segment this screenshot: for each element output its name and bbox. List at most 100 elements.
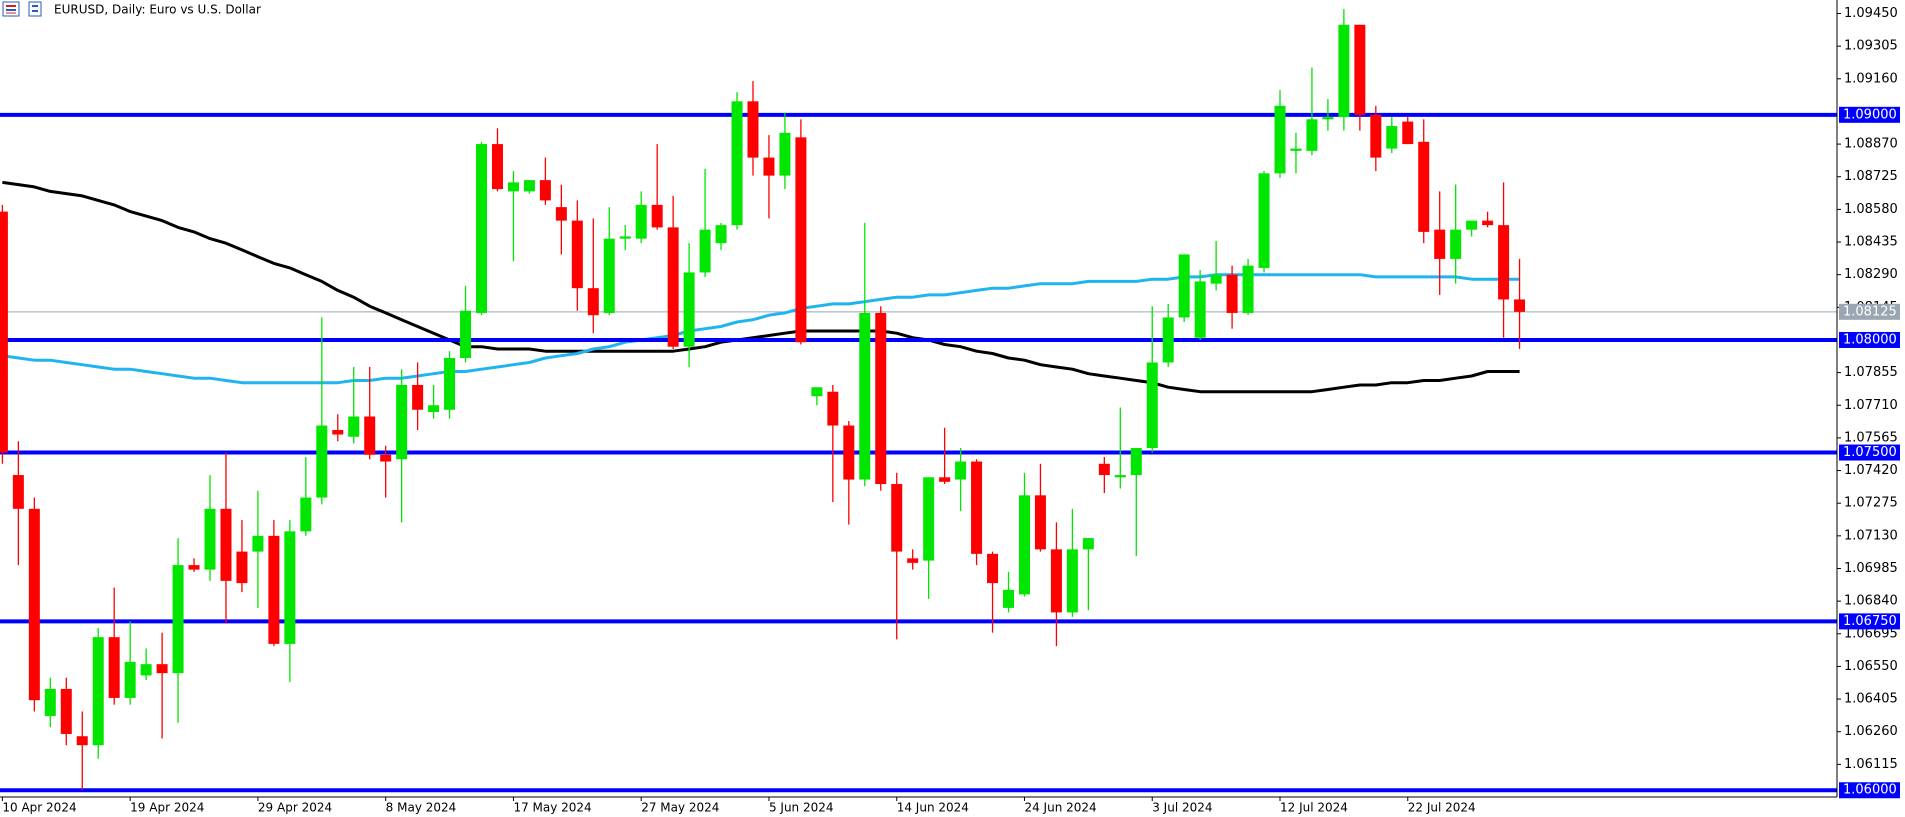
level-price-box (1839, 613, 1900, 630)
candle-body (412, 384, 424, 410)
candle-body (332, 430, 344, 435)
y-tick-label: 1.09160 (1844, 71, 1898, 86)
candle-body (859, 312, 871, 480)
candle-body (827, 391, 839, 426)
chart-title: EURUSD, Daily: Euro vs U.S. Dollar (54, 3, 261, 17)
candle-body (747, 101, 759, 158)
candle-body (1242, 265, 1254, 313)
level-price-box (1839, 106, 1900, 123)
candle-body (0, 211, 8, 453)
candle-body (1482, 220, 1494, 226)
level-price-label: 1.07500 (1843, 445, 1897, 460)
candle-body (1322, 117, 1334, 120)
candle-body (1514, 299, 1526, 312)
x-tick-label: 3 Jul 2024 (1152, 801, 1212, 815)
x-tick-label: 24 Jun 2024 (1024, 801, 1096, 815)
level-price-label: 1.08000 (1843, 332, 1897, 347)
moving-average (2, 180, 1520, 394)
candle-body (348, 416, 360, 437)
title-icon (2, 1, 42, 17)
candle-body (507, 182, 519, 192)
y-tick-label: 1.07710 (1844, 398, 1898, 413)
candle-body (1418, 141, 1430, 232)
candle-body (1034, 495, 1046, 550)
x-tick-label: 10 Apr 2024 (2, 801, 76, 815)
candle-body (108, 637, 120, 698)
candle-body (268, 535, 280, 644)
x-tick-label: 27 May 2024 (641, 801, 719, 815)
x-tick-label: 8 May 2024 (386, 801, 457, 815)
candle-body (28, 508, 40, 701)
candle-body (619, 236, 631, 239)
candle-body (1290, 148, 1302, 151)
candle-body (603, 238, 615, 313)
candle-body (923, 477, 935, 561)
candle-body (1194, 281, 1206, 338)
candle-body (60, 688, 72, 734)
candle-body (284, 531, 296, 644)
candle-body (1274, 105, 1286, 174)
candle-body (1354, 24, 1366, 115)
candle-body (1130, 448, 1142, 476)
candle-body (12, 475, 24, 509)
level-price-box (1839, 782, 1900, 799)
y-tick-label: 1.06115 (1844, 757, 1898, 772)
x-tick-label: 22 Jul 2024 (1408, 801, 1476, 815)
candle-body (1114, 475, 1126, 478)
y-tick-label: 1.08870 (1844, 137, 1898, 152)
x-tick-label: 17 May 2024 (513, 801, 591, 815)
candle-body (44, 688, 56, 716)
plot-area (0, 9, 1837, 793)
candle-body (428, 405, 440, 413)
candle-body (1258, 173, 1270, 268)
y-tick-label: 1.07275 (1844, 496, 1898, 511)
x-tick-label: 29 Apr 2024 (258, 801, 332, 815)
candle-body (843, 425, 855, 480)
candle-body (396, 384, 408, 460)
candle-body (236, 551, 248, 584)
y-tick-label: 1.06695 (1844, 626, 1898, 641)
candle-body (444, 357, 456, 410)
candle-body (300, 497, 312, 532)
last-price-box (1839, 303, 1900, 320)
y-tick-label: 1.08435 (1844, 235, 1898, 250)
y-tick-label: 1.06840 (1844, 594, 1898, 609)
candle-body (1386, 126, 1398, 149)
y-tick-label: 1.08725 (1844, 169, 1898, 184)
level-price-box (1839, 444, 1900, 461)
candle-body (1003, 589, 1015, 608)
candle-body (1210, 274, 1222, 284)
candle-body (811, 387, 823, 397)
y-tick-label: 1.06550 (1844, 659, 1898, 674)
candle-body (316, 425, 328, 498)
y-tick-label: 1.06985 (1844, 561, 1898, 576)
candle-body (699, 229, 711, 273)
candle-body (220, 508, 232, 581)
candle-body (1466, 220, 1478, 230)
candle-body (1434, 229, 1446, 259)
candle-body (1098, 463, 1110, 476)
candle-body (476, 144, 487, 313)
y-tick-label: 1.08580 (1844, 202, 1898, 217)
candle-body (971, 461, 983, 554)
candle-body (1498, 225, 1510, 300)
level-price-box (1839, 331, 1900, 348)
y-tick-label: 1.07130 (1844, 528, 1898, 543)
y-tick-label: 1.06405 (1844, 692, 1898, 707)
candle-body (987, 553, 999, 584)
candle-body (76, 736, 88, 746)
candle-body (763, 157, 775, 176)
x-tick-label: 19 Apr 2024 (130, 801, 204, 815)
candle-body (651, 204, 663, 228)
candle-body (204, 508, 216, 570)
candle-body (1146, 362, 1158, 449)
candle-body (1450, 229, 1462, 259)
y-tick-label: 1.08290 (1844, 267, 1898, 282)
price-axis: 1.09450 1.09305 1.09160 1.08870 1.08725 1.085… (1837, 6, 1900, 799)
candle-body (1050, 549, 1062, 613)
y-tick-label: 1.09450 (1844, 6, 1898, 21)
candle-body (252, 535, 264, 552)
candle-body (907, 558, 919, 563)
